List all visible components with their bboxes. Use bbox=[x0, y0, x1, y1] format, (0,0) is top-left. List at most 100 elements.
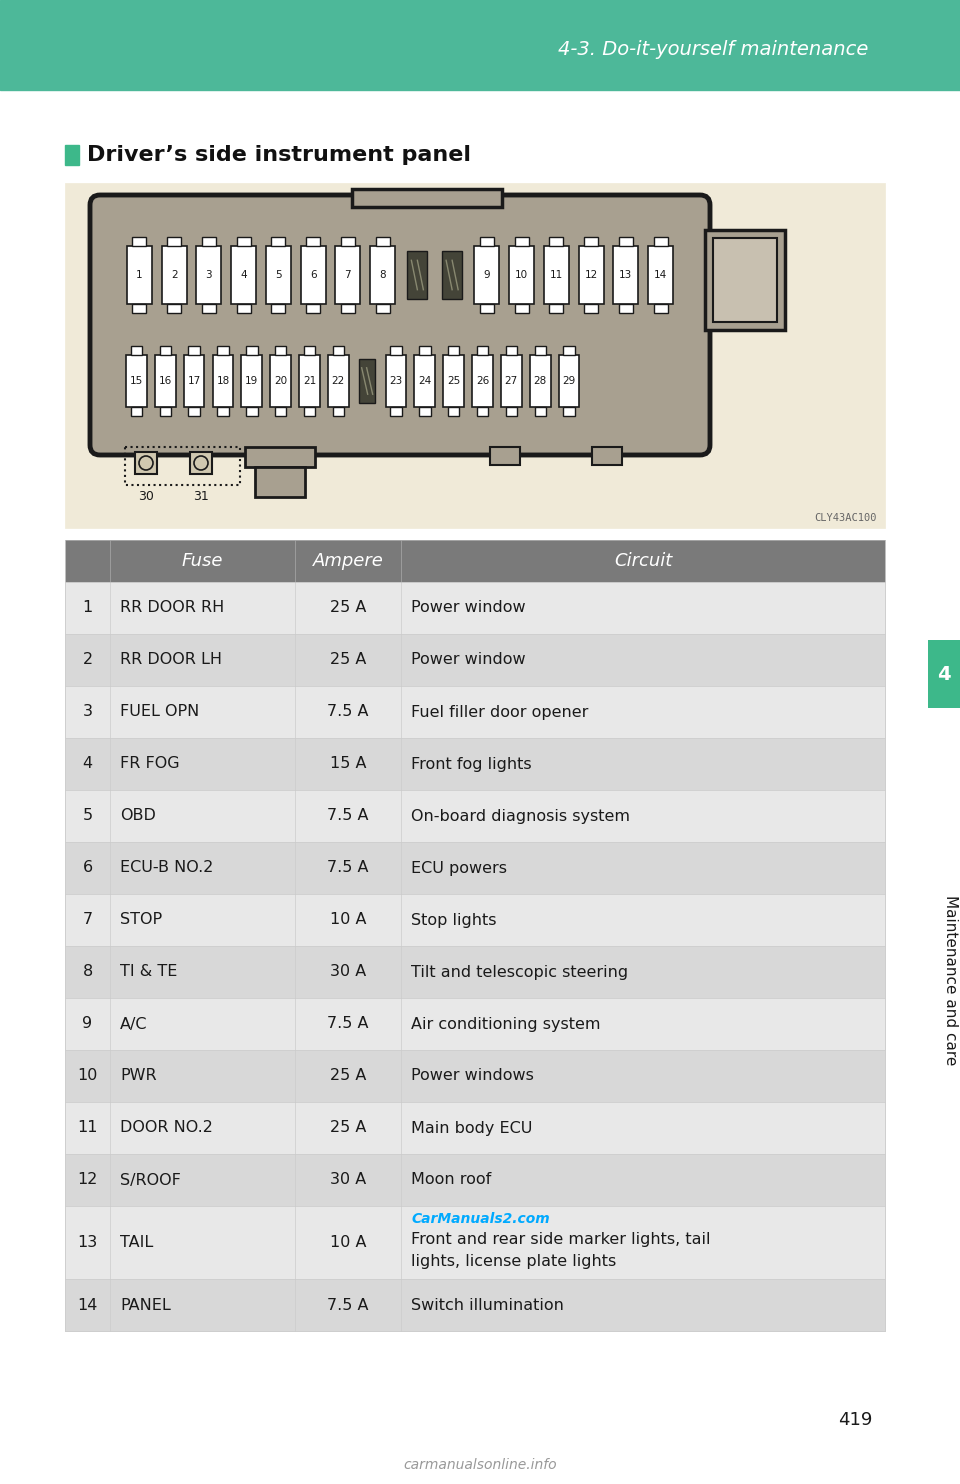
Bar bbox=[65, 841, 885, 893]
Bar bbox=[444, 355, 464, 407]
Bar bbox=[928, 640, 960, 708]
Text: 9: 9 bbox=[83, 1017, 92, 1031]
Text: 3: 3 bbox=[205, 270, 212, 280]
Bar bbox=[420, 346, 430, 355]
Text: Ampere: Ampere bbox=[312, 552, 383, 570]
Bar bbox=[564, 407, 575, 416]
Bar bbox=[125, 447, 240, 485]
Bar bbox=[564, 346, 575, 355]
Bar bbox=[559, 355, 580, 407]
Bar bbox=[275, 346, 286, 355]
Text: 23: 23 bbox=[390, 375, 402, 386]
Bar bbox=[217, 346, 228, 355]
Text: 25: 25 bbox=[447, 375, 460, 386]
Text: Power window: Power window bbox=[411, 601, 526, 616]
Text: 25 A: 25 A bbox=[329, 653, 366, 668]
Text: 30 A: 30 A bbox=[330, 1172, 366, 1187]
Text: 13: 13 bbox=[619, 270, 633, 280]
Text: Stop lights: Stop lights bbox=[411, 913, 496, 928]
Bar bbox=[420, 407, 430, 416]
Text: Air conditioning system: Air conditioning system bbox=[411, 1017, 601, 1031]
Text: Driver’s side instrument panel: Driver’s side instrument panel bbox=[87, 145, 471, 165]
Text: 10: 10 bbox=[78, 1068, 98, 1083]
Text: A/C: A/C bbox=[120, 1017, 148, 1031]
Bar bbox=[328, 355, 348, 407]
Text: 14: 14 bbox=[654, 270, 667, 280]
Bar bbox=[127, 246, 152, 304]
Text: 3: 3 bbox=[83, 705, 92, 720]
Bar bbox=[188, 407, 200, 416]
Text: 31: 31 bbox=[193, 490, 209, 503]
Bar bbox=[448, 346, 460, 355]
Bar bbox=[167, 304, 181, 313]
Text: PANEL: PANEL bbox=[120, 1297, 171, 1312]
Bar bbox=[245, 447, 315, 467]
Bar bbox=[613, 246, 638, 304]
Bar bbox=[477, 346, 489, 355]
Text: 20: 20 bbox=[274, 375, 287, 386]
Bar bbox=[585, 304, 598, 313]
Text: 7.5 A: 7.5 A bbox=[327, 1297, 369, 1312]
Text: 419: 419 bbox=[838, 1411, 873, 1429]
Bar bbox=[415, 355, 435, 407]
Bar bbox=[65, 145, 79, 165]
Text: 5: 5 bbox=[276, 270, 281, 280]
Text: 9: 9 bbox=[484, 270, 491, 280]
Text: 14: 14 bbox=[78, 1297, 98, 1312]
Text: RR DOOR RH: RR DOOR RH bbox=[120, 601, 225, 616]
Text: PWR: PWR bbox=[120, 1068, 156, 1083]
Bar bbox=[705, 230, 785, 329]
Bar bbox=[306, 304, 320, 313]
Bar bbox=[506, 346, 517, 355]
Bar bbox=[619, 304, 633, 313]
Bar bbox=[375, 304, 390, 313]
Bar bbox=[375, 236, 390, 246]
Text: Front and rear side marker lights, tail: Front and rear side marker lights, tail bbox=[411, 1232, 710, 1247]
Bar bbox=[65, 789, 885, 841]
Bar bbox=[266, 246, 291, 304]
Text: 30: 30 bbox=[138, 490, 154, 503]
Text: 25 A: 25 A bbox=[329, 1068, 366, 1083]
Bar bbox=[131, 346, 142, 355]
Bar bbox=[126, 355, 147, 407]
Text: 12: 12 bbox=[78, 1172, 98, 1187]
Bar bbox=[480, 236, 493, 246]
Text: carmanualsonline.info: carmanualsonline.info bbox=[403, 1457, 557, 1472]
Bar bbox=[391, 407, 401, 416]
Text: DOOR NO.2: DOOR NO.2 bbox=[120, 1120, 213, 1135]
Text: 11: 11 bbox=[78, 1120, 98, 1135]
Text: Power windows: Power windows bbox=[411, 1068, 534, 1083]
Bar bbox=[407, 251, 427, 300]
Text: 24: 24 bbox=[419, 375, 431, 386]
Text: 22: 22 bbox=[332, 375, 345, 386]
Bar bbox=[231, 246, 256, 304]
Bar bbox=[161, 246, 186, 304]
Bar bbox=[303, 346, 315, 355]
Bar bbox=[65, 1279, 885, 1331]
Bar bbox=[197, 246, 222, 304]
Text: 7.5 A: 7.5 A bbox=[327, 809, 369, 824]
Bar bbox=[132, 236, 146, 246]
Bar bbox=[65, 999, 885, 1051]
Bar bbox=[544, 246, 569, 304]
Bar bbox=[271, 355, 291, 407]
Bar bbox=[490, 447, 520, 464]
Bar bbox=[509, 246, 534, 304]
Text: CLY43AC100: CLY43AC100 bbox=[814, 513, 877, 522]
Bar bbox=[65, 945, 885, 999]
Text: Moon roof: Moon roof bbox=[411, 1172, 492, 1187]
Text: FUEL OPN: FUEL OPN bbox=[120, 705, 200, 720]
Bar bbox=[65, 1155, 885, 1206]
Text: 6: 6 bbox=[310, 270, 317, 280]
Bar bbox=[341, 304, 355, 313]
Bar bbox=[477, 407, 489, 416]
Bar bbox=[549, 236, 564, 246]
Bar bbox=[501, 355, 521, 407]
Bar bbox=[391, 346, 401, 355]
Bar bbox=[592, 447, 622, 464]
Text: 8: 8 bbox=[379, 270, 386, 280]
Bar bbox=[246, 346, 257, 355]
Bar bbox=[212, 355, 233, 407]
Bar bbox=[159, 346, 171, 355]
Text: 7.5 A: 7.5 A bbox=[327, 705, 369, 720]
